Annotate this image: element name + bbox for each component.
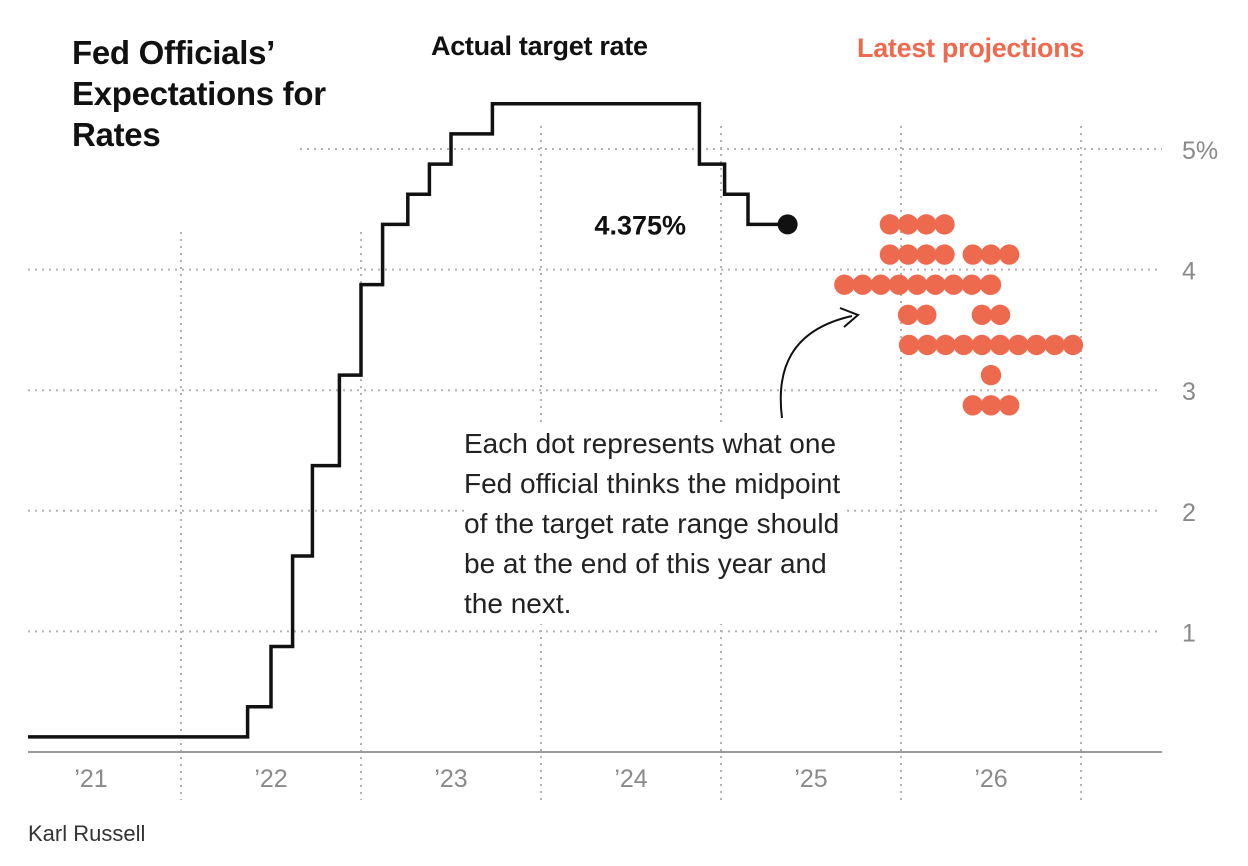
actual-rate-label: Actual target rate <box>431 31 648 61</box>
x-tick-label: ’23 <box>434 765 467 793</box>
credit-text: Karl Russell <box>28 821 146 846</box>
projection-dot <box>834 274 855 295</box>
actual-rate-line <box>28 102 788 739</box>
x-tick-label: ’26 <box>974 765 1007 793</box>
x-tick-label: ’24 <box>614 765 647 793</box>
projection-dot <box>980 395 1002 416</box>
projection-dot <box>989 304 1011 326</box>
projection-dot <box>962 244 983 265</box>
projection-dot <box>935 334 956 356</box>
annotation-note: Each dot represents what one Fed officia… <box>464 424 844 624</box>
projection-dot <box>980 274 1002 295</box>
projection-dot <box>879 244 901 265</box>
chart-title: Fed Officials’ Expectations for Rates <box>72 34 326 153</box>
projection-dot <box>1026 334 1047 356</box>
annotation-arrow <box>779 315 853 419</box>
y-tick-label: 4 <box>1182 258 1196 286</box>
projection-dot <box>1044 334 1065 356</box>
projection-dot <box>980 244 1002 265</box>
projection-dot <box>943 274 964 295</box>
projection-dot <box>917 334 938 356</box>
y-tick-label: 3 <box>1182 378 1196 406</box>
y-tick-label: 2 <box>1182 499 1196 527</box>
y-tick-label: 5% <box>1182 137 1218 165</box>
projection-dot <box>916 304 937 326</box>
projection-dot <box>916 214 937 235</box>
projection-dot <box>999 244 1020 265</box>
projection-dot <box>888 274 910 295</box>
projection-dot <box>934 244 955 265</box>
projection-dot <box>1062 334 1084 356</box>
x-tick-label: ’25 <box>794 765 827 793</box>
projection-dot <box>953 334 974 356</box>
current-rate-dot <box>777 214 798 235</box>
x-tick-label: ’22 <box>254 765 287 793</box>
projection-dot <box>962 395 983 416</box>
projection-dot <box>897 244 919 265</box>
projection-dot <box>980 364 1002 386</box>
projection-dot <box>989 334 1011 356</box>
projection-dot <box>907 274 928 295</box>
projection-dot <box>897 214 919 235</box>
projection-dot <box>898 334 920 356</box>
projection-dot <box>925 274 946 295</box>
annotation-arrowhead <box>839 307 860 328</box>
current-rate-label: 4.375% <box>594 210 686 240</box>
projection-dot <box>852 274 873 295</box>
projection-dot <box>961 274 982 295</box>
projection-dot <box>879 214 901 235</box>
projection-dot <box>971 334 993 356</box>
projection-dot <box>1008 334 1029 356</box>
x-tick-label: ’21 <box>74 765 107 793</box>
y-tick-label: 1 <box>1182 619 1196 647</box>
projection-dot <box>971 304 993 326</box>
projection-dot <box>934 214 955 235</box>
projection-dot <box>870 274 891 295</box>
projections-label: Latest projections <box>857 33 1085 63</box>
projection-dot <box>999 395 1020 416</box>
projection-dot <box>916 244 937 265</box>
projection-dot <box>897 304 919 326</box>
